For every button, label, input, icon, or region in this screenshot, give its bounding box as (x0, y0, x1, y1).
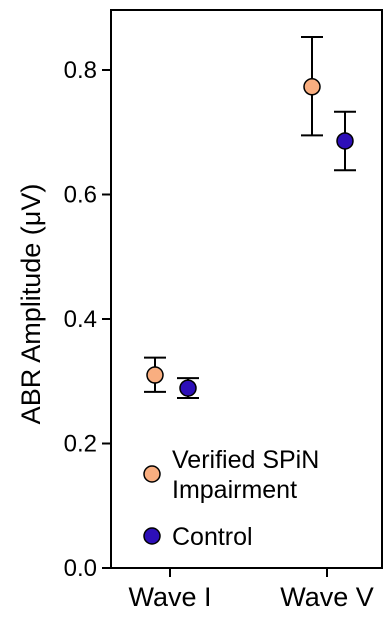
data-point (336, 132, 354, 150)
legend-marker (143, 465, 161, 483)
marks-layer (144, 36, 356, 400)
x-tick-label: Wave V (280, 582, 374, 612)
y-tick-label: 0.6 (64, 182, 97, 209)
y-tick-label: 0.8 (64, 57, 97, 84)
data-point (303, 78, 321, 96)
plot-frame (110, 9, 383, 569)
y-axis-label: ABR Amplitude (μV) (16, 184, 46, 425)
data-point (146, 366, 164, 384)
y-tick-label: 0.0 (64, 555, 97, 582)
legend-label: Control (172, 523, 253, 551)
legend-marker (143, 527, 161, 545)
y-tick-label: 0.2 (64, 431, 97, 458)
legend-label: Impairment (172, 476, 297, 504)
data-point (179, 379, 197, 397)
axes-layer: 0.0 0.2 0.4 0.6 0.8 Wave I Wave V ABR Amplitude… (16, 9, 383, 612)
x-tick-label: Wave I (128, 582, 211, 612)
y-tick-label: 0.4 (64, 306, 97, 333)
legend-label: Verified SPiN (172, 446, 319, 474)
